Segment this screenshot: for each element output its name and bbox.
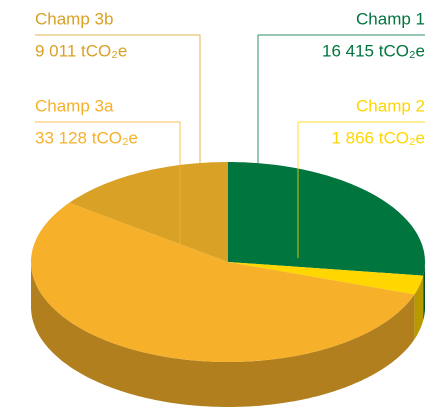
value-label: 9 011 tCO₂e bbox=[35, 41, 127, 60]
slice bbox=[69, 162, 228, 262]
slice-side bbox=[31, 262, 415, 407]
slice bbox=[228, 162, 425, 276]
leader-line bbox=[297, 121, 425, 258]
slice-side bbox=[414, 275, 424, 340]
slice bbox=[228, 262, 424, 295]
leader-line bbox=[35, 121, 181, 258]
leader-line bbox=[257, 34, 425, 165]
value-label: 33 128 tCO₂e bbox=[35, 128, 138, 147]
slice-side bbox=[423, 262, 425, 321]
value-label: 16 415 tCO₂e bbox=[322, 41, 425, 60]
legend-label: Champ 1 bbox=[356, 9, 425, 28]
legend-label: Champ 2 bbox=[356, 96, 425, 115]
leader-line bbox=[35, 34, 201, 168]
value-label: 1 866 tCO₂e bbox=[331, 128, 425, 147]
slice bbox=[31, 202, 415, 362]
legend-label: Champ 3b bbox=[35, 9, 113, 28]
legend-label: Champ 3a bbox=[35, 96, 114, 115]
